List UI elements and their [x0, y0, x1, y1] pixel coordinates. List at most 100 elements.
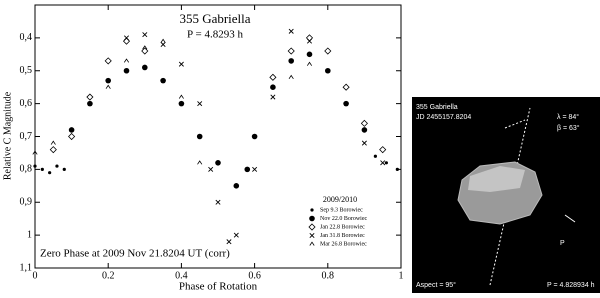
point — [325, 68, 331, 73]
point — [380, 160, 386, 166]
point — [384, 161, 388, 165]
point — [196, 133, 203, 140]
point — [288, 58, 295, 64]
point — [178, 94, 184, 99]
point — [105, 84, 111, 89]
legend-marker — [310, 208, 314, 212]
point — [251, 133, 258, 140]
y-tick-label: 1,1 — [20, 262, 33, 273]
x-tick-label: 0.2 — [102, 270, 115, 281]
chart-title: 355 Gabriella — [179, 11, 250, 26]
point — [226, 239, 232, 245]
point — [142, 45, 148, 50]
y-tick-label: 1 — [27, 229, 32, 240]
x-tick-label: 0 — [33, 270, 38, 281]
chart-subtitle: P = 4.8293 h — [187, 29, 243, 41]
model-jd: JD 2455157.8204 — [416, 114, 471, 121]
point — [104, 57, 112, 65]
point — [86, 93, 94, 101]
y-axis-label: Relative C Magnitude — [2, 91, 13, 180]
point — [48, 171, 52, 175]
y-tick-label: 0,4 — [20, 32, 33, 43]
legend-label: Mar 26.8 Borowiec — [320, 241, 367, 247]
point — [160, 77, 166, 84]
legend-label: Nov 22.0 Borowiec — [320, 216, 367, 222]
legend-label: Jan 22.8 Borowiec — [320, 224, 365, 230]
point — [306, 51, 313, 58]
point — [68, 132, 76, 141]
x-axis-label: Phase of Rotation — [179, 281, 258, 293]
point — [141, 47, 149, 55]
legend-marker — [308, 223, 316, 231]
point — [50, 140, 56, 145]
point — [361, 127, 368, 133]
point — [123, 58, 130, 63]
point — [123, 67, 130, 74]
point — [252, 166, 258, 172]
point — [215, 160, 221, 166]
point — [360, 119, 368, 127]
point — [379, 146, 387, 154]
x-tick-label: 0.4 — [175, 270, 188, 281]
point — [343, 100, 349, 107]
point — [233, 232, 239, 238]
point — [55, 164, 59, 168]
point — [215, 199, 221, 205]
point — [69, 127, 75, 132]
x-tick-label: 0.6 — [248, 270, 261, 281]
model-period: P = 4.828934 h — [547, 282, 595, 289]
legend-marker — [309, 232, 315, 239]
point — [306, 38, 313, 44]
y-tick-label: 0,6 — [20, 98, 33, 109]
point — [269, 73, 277, 81]
x-tick-label: 0.8 — [322, 270, 335, 281]
point — [288, 28, 294, 34]
x-axis-line — [504, 119, 526, 129]
pole-tick — [564, 214, 576, 223]
point — [68, 127, 75, 133]
y-tick-label: 0,9 — [20, 197, 33, 208]
point — [122, 37, 131, 45]
point — [87, 101, 93, 106]
point — [342, 83, 350, 91]
point — [197, 160, 203, 165]
point — [178, 100, 185, 107]
annotation: Zero Phase at 2009 Nov 21.8204 UT (corr) — [40, 248, 230, 260]
point — [160, 38, 166, 43]
y-tick-label: 0,5 — [20, 65, 33, 76]
point — [87, 100, 93, 107]
point — [197, 101, 203, 107]
point — [160, 41, 166, 47]
model-pole: P — [560, 240, 565, 247]
x-tick-label: 1 — [399, 270, 404, 281]
point — [233, 183, 240, 189]
point — [361, 140, 367, 146]
point — [306, 61, 313, 66]
legend-marker — [309, 215, 315, 222]
point — [270, 84, 276, 90]
point — [40, 167, 44, 171]
point — [142, 32, 148, 38]
asteroid-highlight — [468, 166, 525, 192]
point — [270, 94, 276, 100]
model-beta: β = 63° — [557, 124, 580, 132]
point — [49, 146, 57, 154]
point — [325, 67, 331, 74]
point — [395, 167, 399, 171]
point — [244, 166, 251, 173]
y-tick-label: 0,8 — [20, 164, 33, 175]
point — [32, 150, 38, 155]
point — [33, 164, 37, 168]
legend-marker — [309, 241, 315, 246]
point — [178, 61, 184, 67]
model-lambda: λ = 84° — [557, 113, 579, 121]
point — [62, 167, 66, 171]
point — [123, 35, 130, 41]
y-tick-label: 0,7 — [20, 131, 33, 142]
model-name: 355 Gabriella — [416, 104, 458, 111]
legend-label: Sep 9.3 Borowiec — [320, 207, 363, 213]
point — [324, 47, 332, 55]
point — [287, 47, 295, 55]
point — [142, 64, 148, 71]
